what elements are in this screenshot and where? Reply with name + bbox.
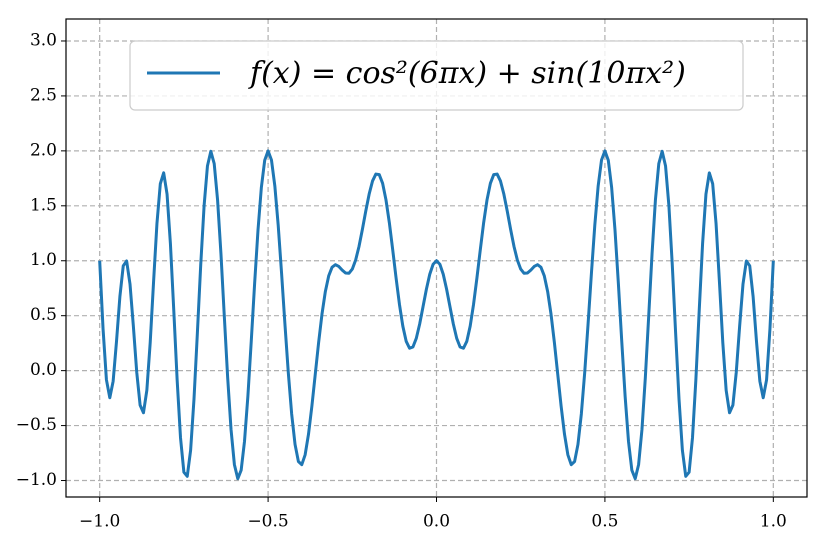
y-tick-label: 0.5 bbox=[30, 305, 57, 325]
y-tick-label: 0.0 bbox=[30, 360, 57, 380]
line-series bbox=[98, 149, 775, 481]
x-tick-label: 0.5 bbox=[591, 512, 618, 532]
x-tick-label: −0.5 bbox=[247, 512, 288, 532]
y-tick-label: −0.5 bbox=[16, 415, 57, 435]
y-tick-label: −1.0 bbox=[16, 470, 57, 490]
y-tick-label: 2.0 bbox=[30, 140, 57, 160]
y-tick-label: 3.0 bbox=[30, 30, 57, 50]
y-tick-label: 2.5 bbox=[30, 85, 57, 105]
x-tick-label: −1.0 bbox=[79, 512, 120, 532]
x-tick-label: 0.0 bbox=[423, 512, 450, 532]
legend-label: f(x) = cos²(6πx) + sin(10πx²) bbox=[248, 56, 686, 91]
legend-box bbox=[129, 40, 744, 111]
y-tick-label: 1.5 bbox=[30, 195, 57, 215]
plot-area bbox=[98, 149, 775, 481]
y-tick-label: 1.0 bbox=[30, 250, 57, 270]
legend: f(x) = cos²(6πx) + sin(10πx²) bbox=[129, 40, 744, 111]
x-tick-label: 1.0 bbox=[760, 512, 787, 532]
ticks: −1.0 −0.5 0.0 0.5 1.0 −1.0 −0.5 0.0 0.5 1.0 1.5 2.0… bbox=[16, 30, 787, 531]
